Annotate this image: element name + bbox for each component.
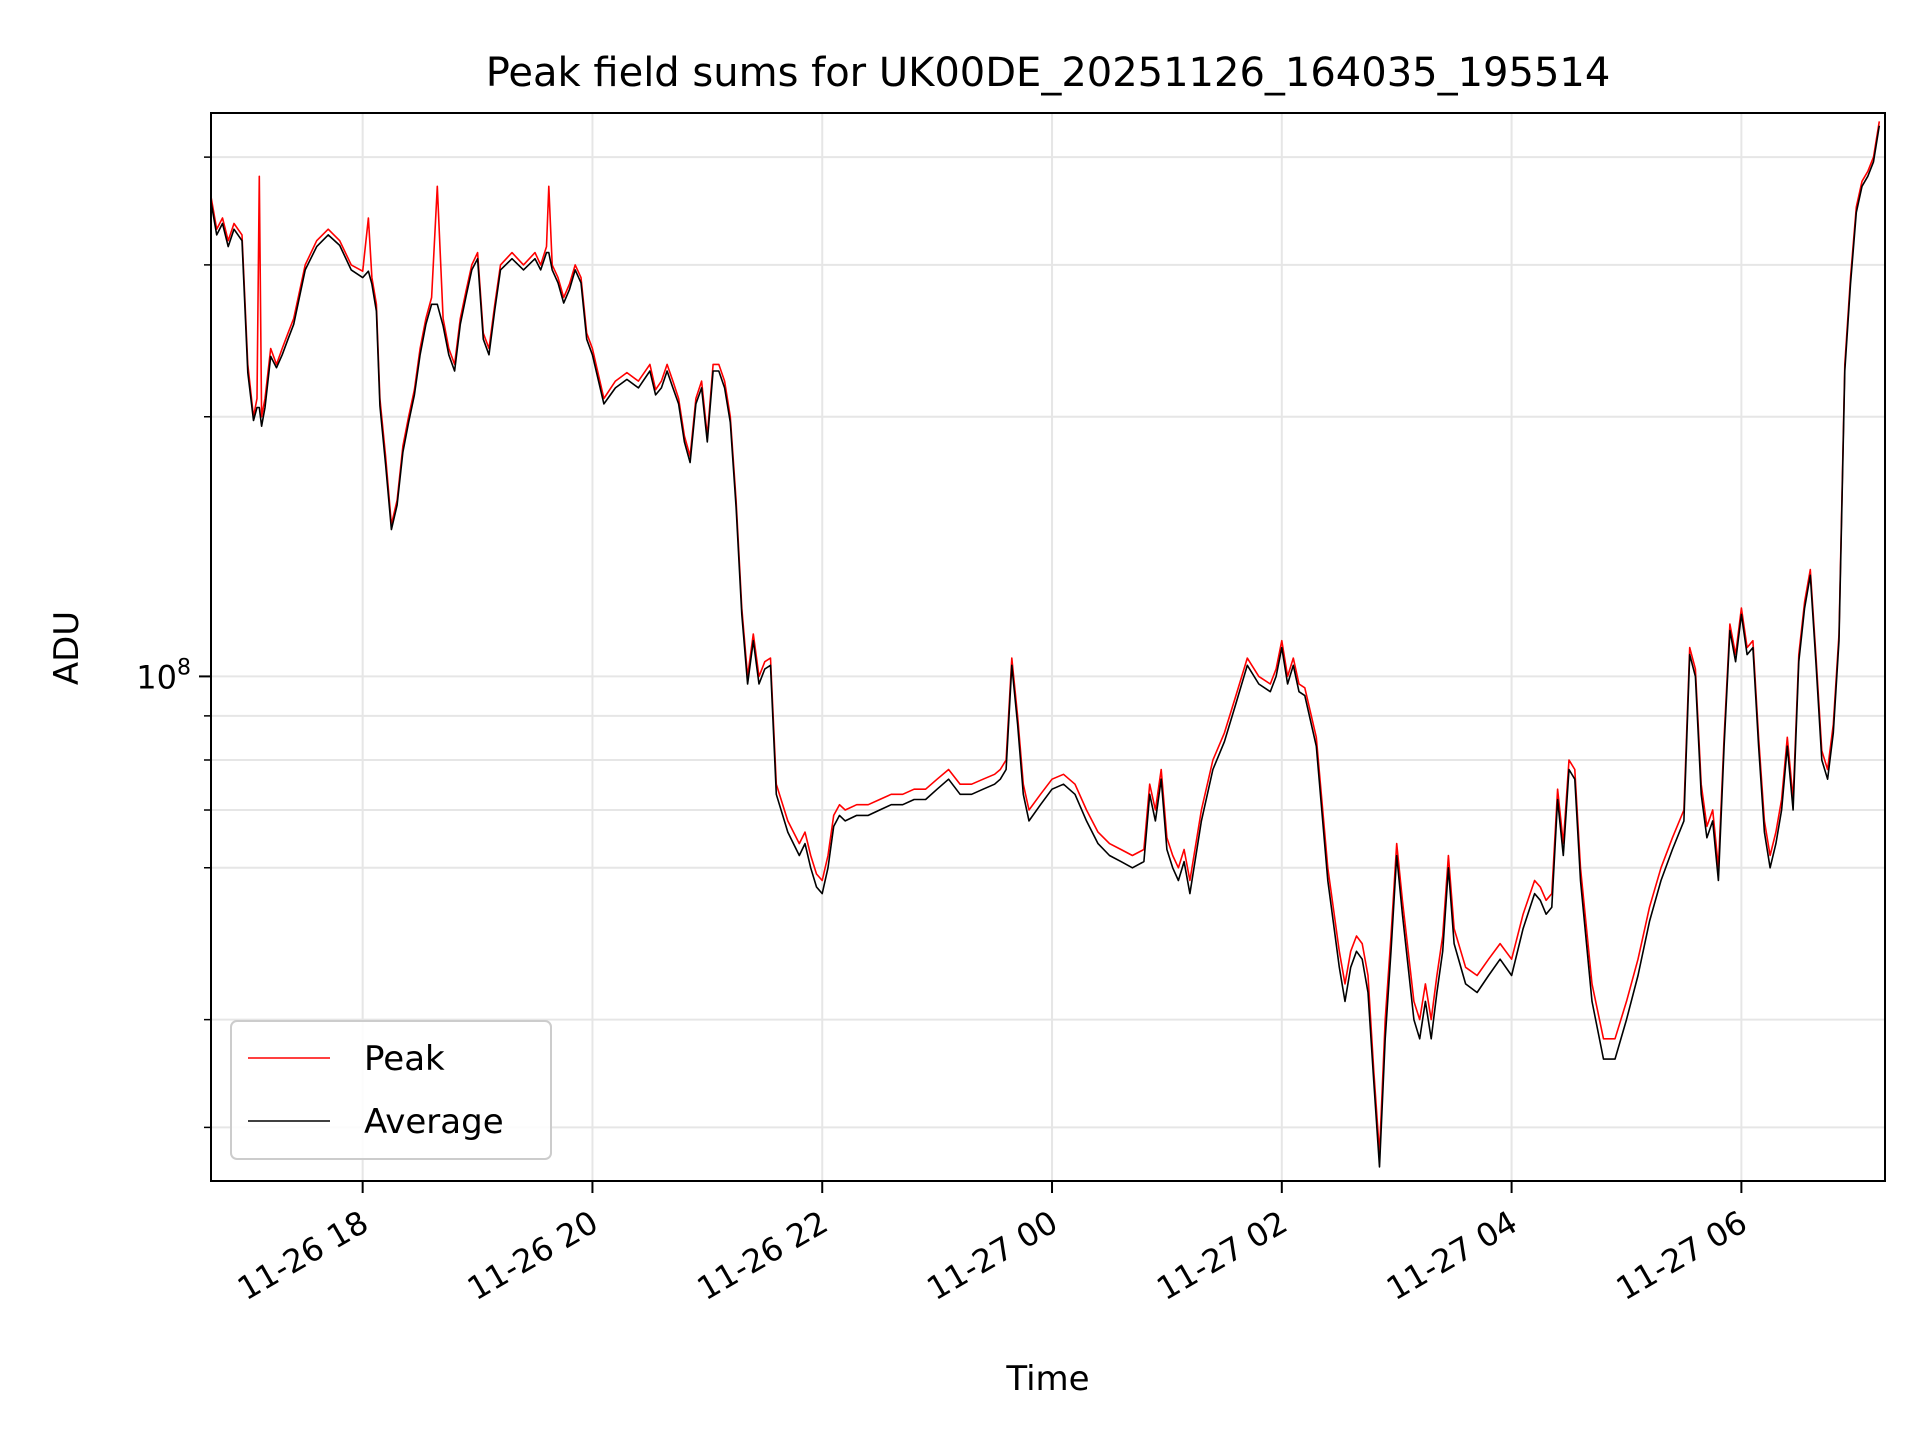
legend-average-label: Average	[364, 1102, 504, 1142]
series-lines	[210, 121, 1881, 1168]
x-axis-label: Time	[1005, 1359, 1089, 1399]
chart-title: Peak field sums for UK00DE_20251126_1640…	[486, 50, 1611, 96]
y-tick-label-base: 10	[136, 658, 177, 696]
series-line-average	[210, 125, 1881, 1168]
y-tick-label-exponent: 8	[177, 655, 191, 680]
legend: Peak Average	[230, 1020, 552, 1160]
y-axis-label: ADU	[47, 611, 87, 685]
y-tick-label: 108	[136, 655, 191, 696]
y-axis-ticks: 108	[136, 156, 211, 1129]
grid-lines	[211, 113, 1885, 1181]
plot-area-frame	[210, 112, 1886, 1182]
legend-box	[230, 1020, 552, 1160]
legend-peak-label: Peak	[364, 1039, 445, 1079]
